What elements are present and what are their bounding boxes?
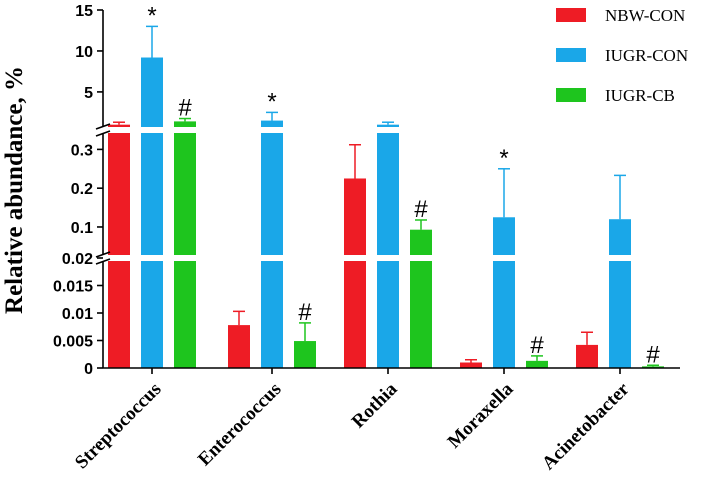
legend-label: IUGR-CB	[605, 86, 675, 105]
axes-layer	[95, 9, 680, 374]
significance-marker: *	[499, 145, 508, 172]
y-tick-label: 0.3	[71, 142, 93, 159]
x-category-label: Streptococcus	[71, 379, 165, 473]
bar-nbw-con-acinetobacter	[576, 344, 598, 368]
bar-nbw-con-streptococcus	[108, 124, 130, 368]
bar-iugr-cb-acinetobacter	[642, 366, 664, 368]
axis-break-gap	[91, 127, 691, 133]
significance-marker: *	[267, 88, 276, 115]
y-tick-label: 0.02	[62, 251, 93, 268]
axis-break-gap	[91, 255, 691, 261]
y-tick-label: 0.005	[53, 334, 93, 351]
bar-iugr-con-rothia	[377, 124, 399, 368]
legend-label: NBW-CON	[605, 6, 685, 25]
axis-break-mark	[95, 251, 111, 258]
y-axis-title: Relative abundance, %	[1, 66, 28, 314]
y-tick-label: 15	[75, 3, 93, 20]
y-tick-label: 0.01	[62, 306, 93, 323]
legend-swatch	[556, 48, 586, 62]
bar-iugr-cb-enterococcus	[294, 341, 316, 368]
y-tick-label: 0.1	[71, 220, 93, 237]
x-category-label: Moraxella	[444, 378, 518, 452]
axis-break-layer	[91, 127, 691, 261]
bar-iugr-cb-moraxella	[526, 360, 548, 368]
y-tick-label: 10	[75, 44, 93, 61]
y-tick-label: 0.2	[71, 181, 93, 198]
x-category-label: Enterococcus	[194, 379, 285, 470]
legend-swatch	[556, 8, 586, 22]
bar-iugr-cb-rothia	[410, 229, 432, 368]
bar-iugr-con-acinetobacter	[609, 219, 631, 368]
x-category-label: Rothia	[348, 378, 402, 432]
bar-iugr-con-moraxella	[493, 217, 515, 368]
bar-nbw-con-rothia	[344, 178, 366, 368]
significance-marker: #	[530, 332, 544, 359]
bar-iugr-con-streptococcus	[141, 57, 163, 368]
axis-break-mark	[95, 258, 111, 265]
bar-nbw-con-moraxella	[460, 362, 482, 368]
labels-layer: * # * # # * # #0 0.005 0.01 0.015 0.02 0.1 0.2 0.3 5 10 1…	[1, 2, 660, 474]
legend-label: IUGR-CON	[605, 46, 688, 65]
legend: NBW-CON IUGR-CON IUGR-CB	[556, 6, 688, 105]
x-category-label: Acinetobacter	[538, 378, 634, 474]
significance-marker: #	[178, 95, 192, 122]
significance-marker: #	[414, 196, 428, 223]
y-tick-label: 0.015	[53, 279, 93, 296]
significance-marker: #	[298, 299, 312, 326]
y-tick-label: 0	[84, 361, 93, 378]
axis-break-mark	[95, 123, 111, 130]
bar-nbw-con-enterococcus	[228, 325, 250, 368]
significance-marker: #	[646, 341, 660, 368]
y-tick-label: 5	[84, 85, 93, 102]
significance-marker: *	[147, 2, 156, 29]
bar-iugr-cb-streptococcus	[174, 121, 196, 368]
legend-swatch	[556, 88, 586, 102]
axis-break-mark	[95, 130, 111, 137]
bars-layer	[108, 25, 664, 369]
bar-iugr-con-enterococcus	[261, 120, 283, 369]
